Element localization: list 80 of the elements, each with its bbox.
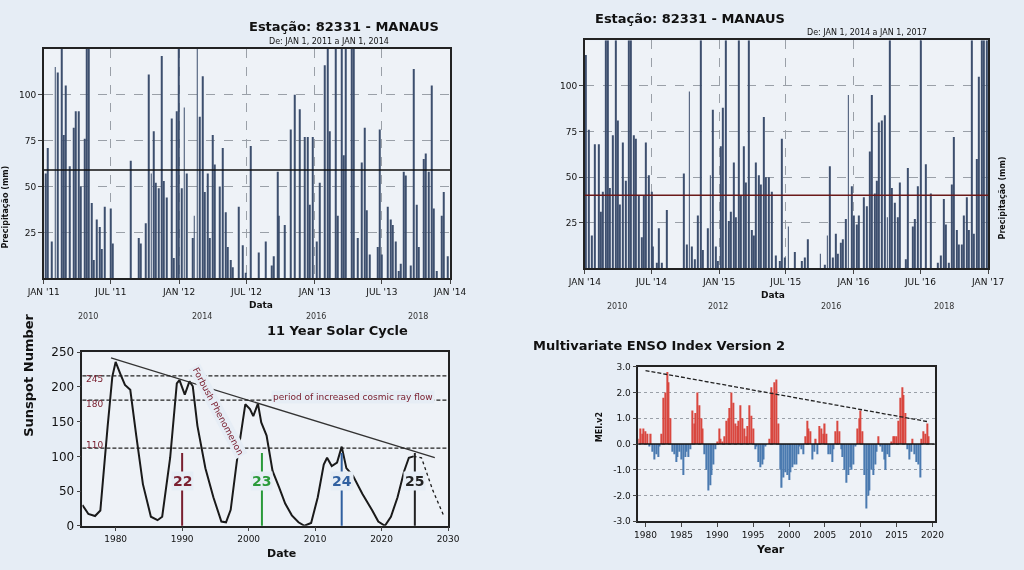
- annotation: 22: [173, 473, 193, 489]
- y-tick-label: 100: [19, 89, 37, 100]
- chart-title: Estação: 82331 - MANAUS: [249, 19, 439, 34]
- text: 2018: [934, 302, 955, 311]
- y-tick-label: 0.0: [616, 439, 632, 450]
- x-tick-label: 2020: [921, 529, 945, 540]
- text: 2018: [408, 312, 429, 321]
- x-tick-label: JAN '12: [161, 286, 196, 297]
- y-tick-label: 1.0: [616, 413, 632, 424]
- x-tick-label: JAN '16: [836, 276, 870, 287]
- x-tick-label: JAN '11: [26, 286, 60, 297]
- text: 2010: [607, 302, 628, 311]
- x-tick-label: 2010: [303, 534, 327, 545]
- annotation: 25: [405, 473, 425, 489]
- annotation: 23: [252, 473, 272, 489]
- chart-title: Multivariate ENSO Index Version 2: [533, 338, 786, 353]
- y-tick-label: 2.0: [616, 387, 632, 398]
- chart-title: Estação: 82331 - MANAUS: [595, 11, 785, 26]
- x-tick-label: JAN '14: [432, 286, 467, 297]
- x-tick-label: JUL '13: [365, 286, 398, 297]
- chart-title: 11 Year Solar Cycle: [267, 323, 408, 338]
- text: 2012: [708, 302, 729, 311]
- x-tick-label: JUL '14: [634, 276, 668, 287]
- y-tick-label: 0: [66, 518, 75, 533]
- x-axis-title: Date: [267, 547, 297, 560]
- annotation: 180: [86, 399, 104, 409]
- text: 2016: [821, 302, 842, 311]
- y-tick-label: 75: [24, 135, 37, 146]
- x-axis-title: Data: [761, 290, 785, 300]
- y-tick-label: -2.0: [613, 490, 632, 501]
- y-tick-label: 75: [565, 126, 578, 137]
- x-tick-label: 1980: [634, 529, 658, 540]
- x-tick-label: 2010: [849, 529, 873, 540]
- x-axis-title: Year: [756, 543, 785, 556]
- y-tick-label: -3.0: [613, 516, 632, 527]
- x-axis-title: Data: [249, 300, 273, 310]
- y-axis-title: Precipitação (mm): [997, 156, 1007, 240]
- text: 2016: [306, 312, 327, 321]
- chart-subtitle: De: JAN 1, 2011 a JAN 1, 2014: [269, 37, 389, 46]
- x-tick-label: JUL '11: [94, 286, 127, 297]
- x-tick-label: 2015: [885, 529, 909, 540]
- x-tick-label: 2000: [237, 534, 261, 545]
- x-tick-label: JUL '16: [903, 276, 937, 287]
- text: 2014: [192, 312, 213, 321]
- annotation: 245: [86, 374, 104, 384]
- text: 2010: [78, 312, 99, 321]
- x-tick-label: JAN '14: [567, 276, 602, 287]
- y-axis-title: Precipitação (mm): [0, 165, 10, 249]
- y-tick-label: 250: [51, 345, 75, 360]
- y-axis-title: Sunspot Number: [20, 313, 36, 437]
- y-tick-label: 100: [51, 449, 75, 464]
- y-tick-label: 50: [565, 172, 578, 183]
- x-tick-label: 2000: [777, 529, 801, 540]
- x-tick-label: 2020: [370, 534, 394, 545]
- annotation: period of increased cosmic ray flow: [273, 392, 433, 402]
- y-tick-label: 150: [51, 414, 75, 429]
- x-tick-label: JAN '13: [297, 286, 331, 297]
- y-tick-label: 50: [24, 181, 37, 192]
- x-tick-label: 2005: [813, 529, 837, 540]
- y-tick-label: 3.0: [616, 361, 632, 372]
- x-tick-label: 1995: [741, 529, 765, 540]
- x-tick-label: JUL '15: [769, 276, 802, 287]
- y-tick-label: 25: [565, 217, 578, 228]
- x-tick-label: 1990: [705, 529, 729, 540]
- y-tick-label: -1.0: [613, 464, 632, 475]
- x-tick-label: JUL '12: [230, 286, 263, 297]
- y-axis-title: MEI.v2: [595, 411, 605, 443]
- x-tick-label: 1980: [104, 534, 128, 545]
- y-tick-label: 50: [58, 484, 75, 499]
- x-tick-label: 2030: [436, 534, 460, 545]
- chart-subtitle: De: JAN 1, 2014 a JAN 1, 2017: [807, 28, 927, 37]
- y-tick-label: 100: [560, 81, 578, 92]
- x-tick-label: JAN '17: [971, 276, 1005, 287]
- y-tick-label: 25: [24, 227, 37, 238]
- y-tick-label: 200: [51, 380, 75, 395]
- annotation: 24: [332, 473, 352, 489]
- x-tick-label: JAN '15: [702, 276, 736, 287]
- annotation: 110: [86, 440, 104, 450]
- x-tick-label: 1985: [669, 529, 693, 540]
- x-tick-label: 1990: [170, 534, 194, 545]
